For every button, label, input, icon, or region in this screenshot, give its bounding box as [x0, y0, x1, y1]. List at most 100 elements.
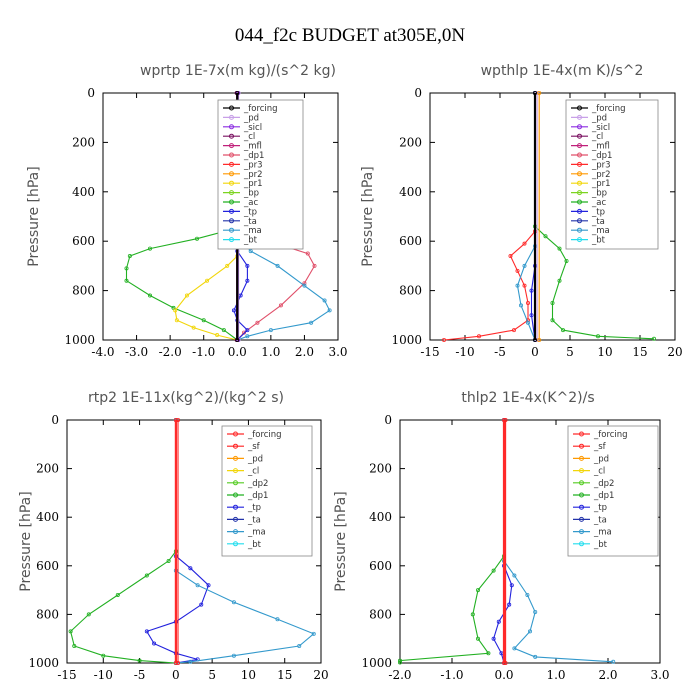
legend-marker-1-8 [577, 180, 582, 186]
x-tick-label-1-6: 15 [632, 345, 647, 359]
y-tick-label-2-0: 0 [51, 413, 59, 427]
series-point-1-2-3 [515, 283, 520, 288]
series-point-1-5-1 [537, 337, 542, 342]
panel-title-2: rtp2 1E-11x(kg^2)/(kg^2 s) [88, 390, 284, 406]
series-point-2-0-5 [86, 612, 91, 617]
y-tick-label-2-5: 1000 [28, 656, 59, 670]
legend-label-0-10: _ac [243, 198, 258, 208]
series-point-1-5-0 [537, 91, 542, 96]
series-point-3-1-7 [533, 654, 538, 659]
legend-label-0-9: _bp [243, 189, 259, 199]
legend-label-1-11: _tp [591, 207, 605, 217]
legend-marker-3-4 [579, 480, 584, 486]
y-tick-label-0-0: 0 [87, 86, 95, 100]
legend-label-0-12: _ta [243, 217, 257, 227]
series-point-3-2-2 [509, 583, 514, 588]
y-tick-label-2-1: 200 [36, 462, 59, 476]
series-point-0-2-8 [255, 320, 260, 325]
series-point-1-1-3 [508, 254, 513, 259]
series-point-0-3-4 [302, 283, 307, 288]
series-point-0-1-7 [191, 325, 196, 330]
legend-label-3-1: _sf [593, 442, 607, 452]
series-point-2-1-6 [144, 629, 149, 634]
y-tick-label-0-1: 200 [72, 135, 95, 149]
panel-title-3: thlp2 1E-4x(K^2)/s [461, 390, 594, 406]
series-point-0-3-8 [268, 328, 273, 333]
legend-marker-0-8 [229, 180, 234, 186]
legend-label-0-1: _pd [243, 113, 259, 123]
series-point-1-2-4 [519, 303, 524, 308]
series-point-1-2-5 [526, 320, 531, 325]
plot-frame-3 [399, 419, 661, 664]
y-tick-label-3-4: 800 [369, 607, 392, 621]
series-point-1-6-0 [533, 91, 538, 96]
legend-marker-1-11 [577, 208, 582, 214]
legend-marker-0-9 [229, 190, 234, 196]
legend-marker-0-13 [229, 227, 234, 233]
legend-label-1-12: _ta [591, 217, 605, 227]
x-tick-label-0-6: 2.0 [295, 345, 314, 359]
legend-label-2-2: _pd [247, 454, 263, 464]
series-point-3-0-2 [491, 568, 496, 573]
y-tick-label-0-4: 800 [72, 284, 95, 298]
legend-label-1-1: _pd [591, 113, 607, 123]
x-tick-label-3-2: 0.0 [494, 668, 513, 682]
series-point-0-4-7 [245, 328, 250, 333]
series-point-2-1-4 [199, 602, 204, 607]
series-point-0-0-10 [201, 318, 206, 323]
series-point-1-2-2 [522, 263, 527, 268]
panel-title-0: wprtp 1E-7x(m kg)/(s^2 kg) [140, 63, 336, 79]
x-tick-label-2-2: -5 [134, 668, 146, 682]
legend-label-0-4: _mfl [243, 142, 262, 152]
legend-label-0-3: _cl [243, 132, 255, 142]
legend-marker-2-4 [233, 480, 238, 486]
legend-label-0-7: _pr2 [243, 170, 263, 180]
legend-label-1-5: _dp1 [591, 151, 612, 161]
series-point-3-0-8 [397, 660, 402, 665]
legend-label-2-5: _dp1 [247, 491, 268, 501]
series-point-0-3-3 [275, 263, 280, 268]
series-point-1-0-10 [652, 336, 657, 341]
series-point-0-0-5 [127, 254, 132, 259]
legend-label-0-8: _pr1 [243, 179, 263, 189]
legend-marker-2-5 [233, 492, 238, 498]
series-point-0-1-4 [184, 293, 189, 298]
legend-label-0-11: _tp [243, 207, 257, 217]
series-point-0-2-6 [302, 281, 307, 286]
series-point-1-0-6 [550, 300, 555, 305]
series-point-3-1-5 [528, 629, 533, 634]
y-tick-label-1-1: 200 [399, 135, 422, 149]
series-point-3-1-6 [512, 646, 517, 651]
y-tick-label-3-3: 600 [369, 559, 392, 573]
legend-marker-1-5 [577, 152, 582, 158]
legend-marker-3-6 [579, 504, 584, 510]
series-point-2-0-8 [101, 653, 106, 658]
legend-label-3-3: _cl [593, 467, 605, 477]
legend-marker-0-3 [229, 133, 234, 139]
legend-marker-0-12 [229, 218, 234, 224]
series-point-0-4-2 [245, 263, 250, 268]
series-point-0-2-4 [305, 251, 310, 256]
series-point-1-0-2 [543, 234, 548, 239]
series-point-2-4-0 [176, 417, 181, 422]
y-axis-label-2: Pressure [hPa] [18, 491, 34, 591]
legend-marker-2-7 [233, 516, 238, 522]
y-tick-label-1-2: 400 [399, 185, 422, 199]
series-point-2-2-8 [188, 659, 193, 664]
legend-label-0-0: _forcing [243, 104, 278, 114]
series-point-3-2-3 [507, 602, 512, 607]
panel-title-1: wpthlp 1E-4x(m K)/s^2 [481, 63, 644, 79]
series-point-1-1-2 [522, 241, 527, 246]
series-point-0-4-5 [231, 308, 236, 313]
legend-label-3-2: _pd [593, 454, 609, 464]
x-tick-label-3-4: 2.0 [598, 668, 617, 682]
x-tick-label-3-3: 1.0 [546, 668, 565, 682]
series-point-0-8-1 [235, 337, 240, 342]
legend-marker-3-9 [579, 541, 584, 547]
legend-marker-3-8 [579, 529, 584, 535]
legend-label-3-0: _forcing [593, 430, 628, 440]
y-axis-label-1: Pressure [hPa] [360, 166, 376, 266]
legend-label-1-3: _cl [591, 132, 603, 142]
series-point-3-1-2 [512, 573, 517, 578]
